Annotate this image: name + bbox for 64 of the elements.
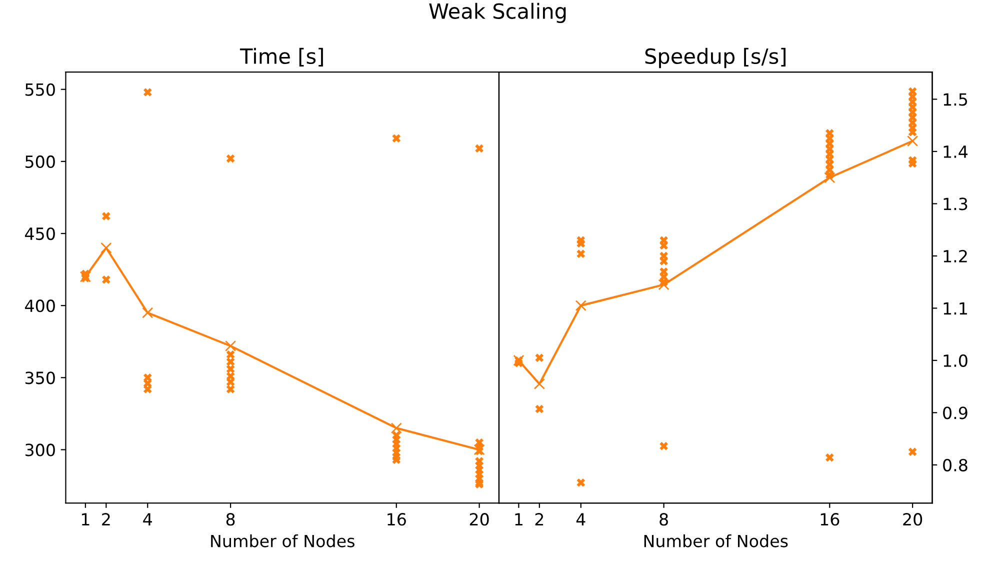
- point: [535, 404, 544, 414]
- point: [576, 478, 586, 487]
- x-tick-label: 20: [903, 513, 922, 526]
- point: [392, 134, 401, 143]
- point: [142, 307, 154, 318]
- x-tick-label: 8: [226, 513, 235, 526]
- x-tick-label: 16: [820, 513, 840, 526]
- point: [226, 384, 235, 394]
- point: [224, 340, 236, 352]
- x-tick-label: 1: [82, 513, 90, 526]
- point: [226, 358, 235, 366]
- y2-tick-label: 1.3: [944, 198, 968, 210]
- y-tick-label: 300: [25, 444, 55, 456]
- y2-tick-label: 1.4: [944, 146, 968, 158]
- point: [825, 453, 834, 462]
- point: [100, 242, 112, 254]
- y-tick-label: 550: [25, 83, 55, 96]
- y-tick-label: 400: [25, 300, 55, 312]
- x-tick-label: 2: [102, 513, 110, 526]
- y-tick-label: 350: [25, 372, 55, 384]
- y-tick-label: 500: [25, 155, 55, 168]
- y2-tick-label: 1.2: [944, 250, 967, 262]
- y2-tick-label: 1.0: [944, 354, 968, 367]
- x-tick-label: 4: [143, 513, 152, 526]
- point: [908, 159, 917, 168]
- point: [824, 172, 836, 184]
- x-tick-label: 20: [470, 513, 489, 526]
- x-tick-label: 4: [576, 513, 586, 526]
- point: [514, 358, 523, 368]
- y2-tick-label: 0.8: [943, 458, 968, 472]
- point: [226, 364, 235, 374]
- x-axis-title: Number of Nodes: [644, 534, 788, 548]
- y-tick-label: 450: [25, 227, 55, 240]
- point: [535, 354, 544, 362]
- point: [908, 448, 917, 456]
- point: [143, 88, 152, 96]
- y2-tick-label: 0.9: [943, 406, 968, 420]
- x-tick-label: 1: [515, 513, 522, 526]
- point: [534, 378, 545, 390]
- y2-tick-label: 1.5: [944, 93, 968, 106]
- point: [226, 350, 235, 359]
- text: Weak Scaling: [429, 2, 566, 24]
- point: [475, 144, 484, 153]
- point: [908, 128, 917, 136]
- point: [576, 239, 586, 248]
- x-tick-label: 8: [660, 513, 668, 526]
- point: [474, 444, 485, 456]
- point: [907, 135, 918, 147]
- point: [660, 442, 668, 450]
- chart-title: Time [s]: [240, 48, 323, 66]
- point: [102, 275, 110, 284]
- point: [392, 456, 401, 464]
- x-axis-title: Number of Nodes: [211, 534, 354, 548]
- point: [575, 300, 586, 312]
- point: [658, 279, 670, 290]
- point: [102, 212, 110, 220]
- chart-title: Speedup [s/s]: [645, 48, 786, 68]
- point: [226, 154, 235, 163]
- x-tick-label: 2: [535, 513, 544, 526]
- point: [390, 422, 402, 434]
- y2-tick-label: 1.1: [944, 302, 967, 315]
- x-tick-label: 16: [388, 513, 406, 526]
- point: [576, 250, 586, 258]
- point: [475, 446, 484, 456]
